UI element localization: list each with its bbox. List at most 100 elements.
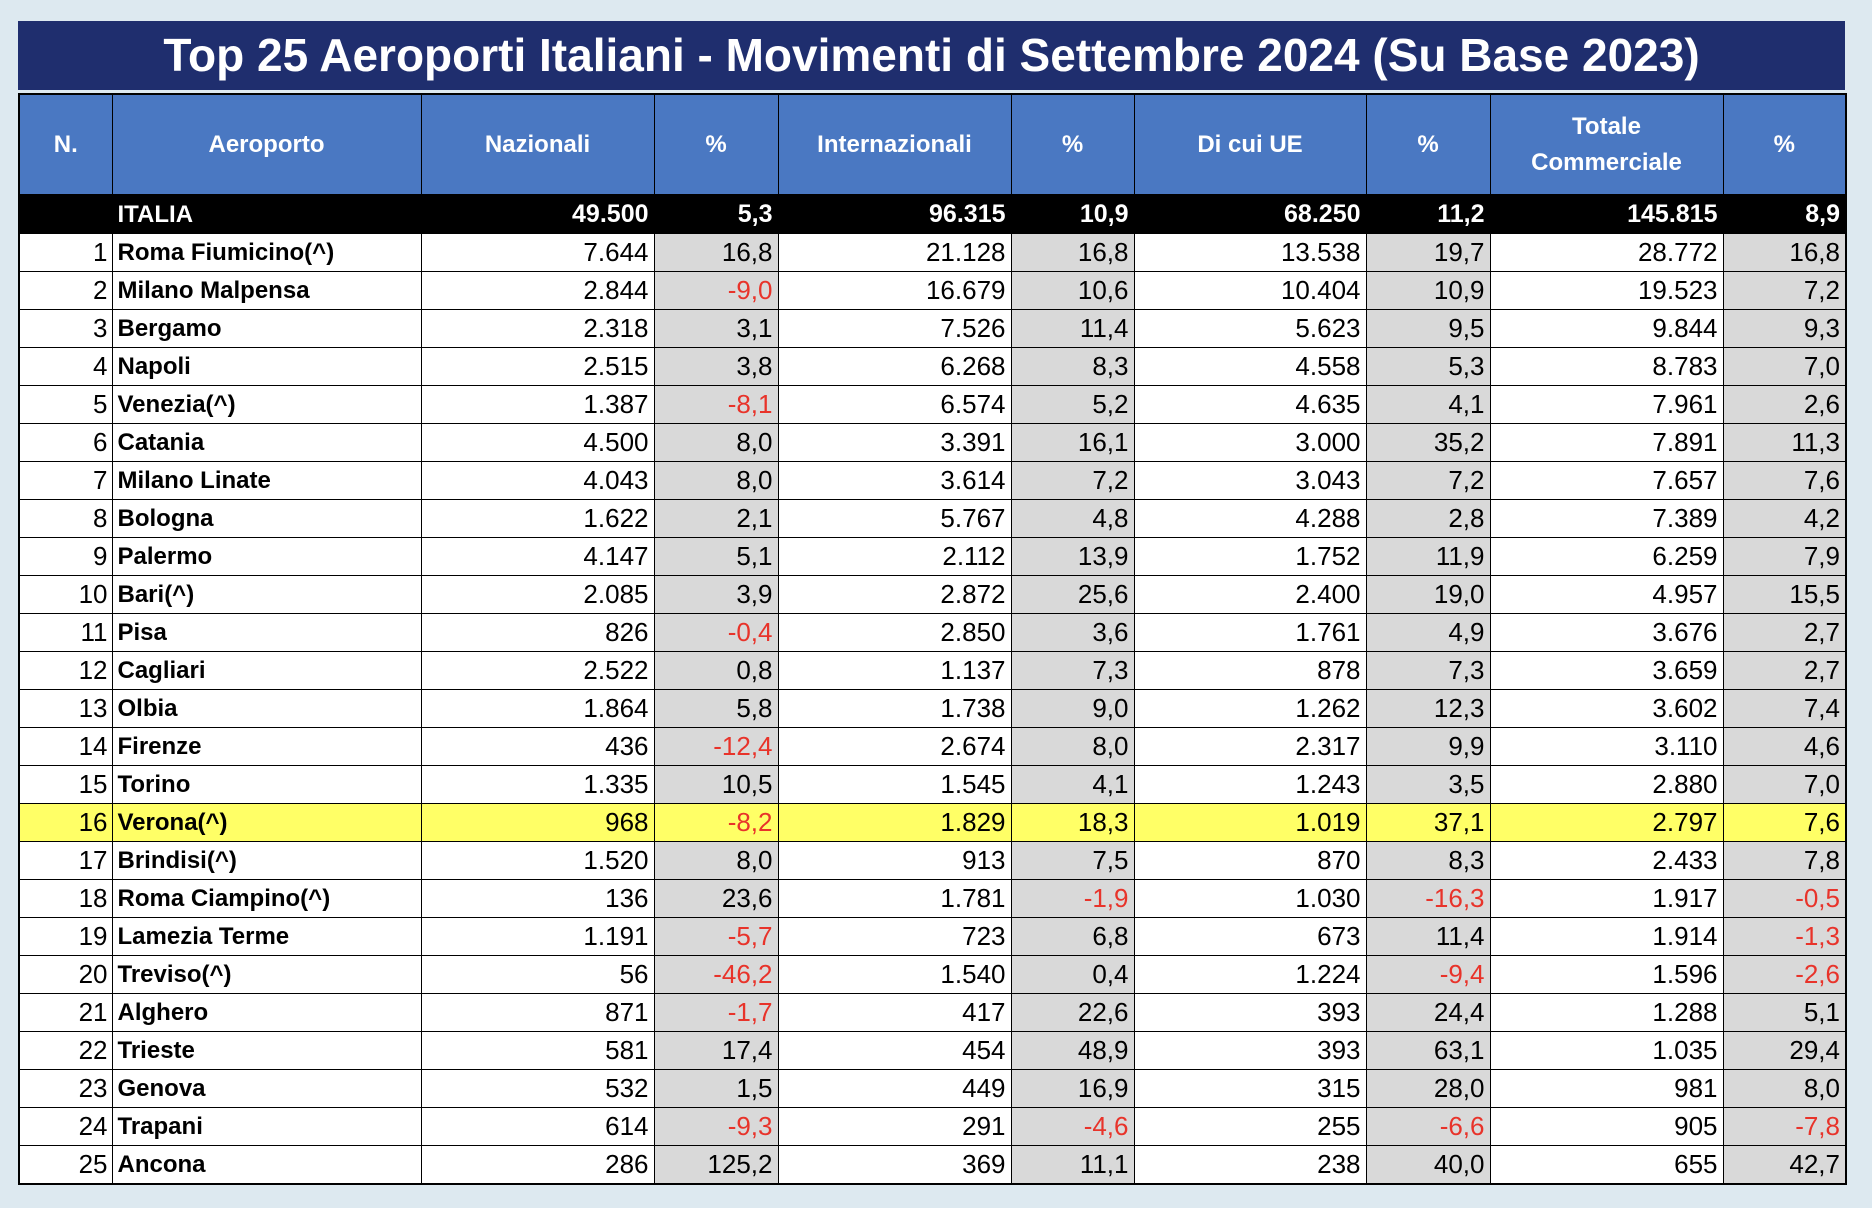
cell-totale: 19.523 (1489, 271, 1724, 310)
column-header-internazionali: Internazionali (777, 93, 1012, 195)
cell-ue-pct: 11,9 (1365, 537, 1491, 576)
cell-ue-pct: 5,3 (1365, 347, 1491, 386)
cell-totale-pct: 2,6 (1722, 385, 1847, 424)
cell-nazionali-pct: -46,2 (653, 955, 779, 994)
cell-airport: Lamezia Terme (111, 917, 422, 956)
cell-internazionali-pct: 7,2 (1010, 461, 1135, 500)
cell-totale-pct: -1,3 (1722, 917, 1847, 956)
header-row: N. Aeroporto Nazionali % Internazionali … (18, 93, 1847, 195)
table-row: 15 Torino 1.335 10,5 1.545 4,1 1.243 3,5 2.880 7,… (18, 765, 1847, 804)
table-row: 19 Lamezia Terme 1.191 -5,7 723 6,8 673 11,4 1.9… (18, 917, 1847, 956)
cell-internazionali: 21.128 (777, 233, 1012, 272)
cell-totale: 3.676 (1489, 613, 1724, 652)
cell-totale-pct: 42,7 (1722, 1145, 1847, 1185)
table-row: 11 Pisa 826 -0,4 2.850 3,6 1.761 4,9 3.676 2,7 (18, 613, 1847, 652)
cell-airport: Roma Fiumicino(^) (111, 233, 422, 272)
cell-airport: Bologna (111, 499, 422, 538)
cell-rank: 20 (18, 955, 113, 994)
cell-internazionali: 417 (777, 993, 1012, 1032)
cell-rank: 25 (18, 1145, 113, 1185)
cell-nazionali-pct: -8,1 (653, 385, 779, 424)
cell-internazionali-pct: 4,1 (1010, 765, 1135, 804)
cell-totale-pct: 4,2 (1722, 499, 1847, 538)
cell-rank: 7 (18, 461, 113, 500)
cell-nazionali: 2.318 (420, 309, 655, 348)
cell-airport: Firenze (111, 727, 422, 766)
cell-rank: 4 (18, 347, 113, 386)
cell-nazionali-pct: 1,5 (653, 1069, 779, 1108)
cell-nazionali: 826 (420, 613, 655, 652)
cell-internazionali: 2.674 (777, 727, 1012, 766)
cell-totale-pct: 9,3 (1722, 309, 1847, 348)
cell-totale: 8.783 (1489, 347, 1724, 386)
highlighted-table-row: 16 Verona(^) 968 -8,2 1.829 18,3 1.019 37,1 2.79… (18, 803, 1847, 842)
cell-nazionali-pct: 2,1 (653, 499, 779, 538)
cell-nazionali-pct: 8,0 (653, 423, 779, 462)
cell-internazionali-pct: 7,5 (1010, 841, 1135, 880)
cell-ue-pct: -9,4 (1365, 955, 1491, 994)
cell-internazionali-pct: 18,3 (1010, 803, 1135, 842)
cell-ue: 1.019 (1133, 803, 1367, 842)
cell-nazionali: 871 (420, 993, 655, 1032)
cell-internazionali-pct: 8,0 (1010, 727, 1135, 766)
cell-airport: Brindisi(^) (111, 841, 422, 880)
cell-ue-pct: 7,2 (1365, 461, 1491, 500)
cell-internazionali: 1.540 (777, 955, 1012, 994)
cell-rank: 11 (18, 613, 113, 652)
table-row: 17 Brindisi(^) 1.520 8,0 913 7,5 870 8,3 2.433 7,… (18, 841, 1847, 880)
cell-totale-pct: 11,3 (1722, 423, 1847, 462)
cell-totale: 2.880 (1489, 765, 1724, 804)
cell-rank: 9 (18, 537, 113, 576)
cell-rank: 12 (18, 651, 113, 690)
cell-internazionali: 2.872 (777, 575, 1012, 614)
cell-ue-pct: 24,4 (1365, 993, 1491, 1032)
column-header-ue-pct: % (1365, 93, 1491, 195)
cell-internazionali: 6.574 (777, 385, 1012, 424)
cell-internazionali-pct: -1,9 (1010, 879, 1135, 918)
column-header-rank: N. (18, 93, 113, 195)
total-label: ITALIA (111, 194, 422, 234)
cell-totale-pct: 8,0 (1722, 1069, 1847, 1108)
cell-internazionali: 913 (777, 841, 1012, 880)
cell-totale-pct: 7,6 (1722, 461, 1847, 500)
cell-rank: 3 (18, 309, 113, 348)
cell-airport: Milano Linate (111, 461, 422, 500)
cell-totale: 7.961 (1489, 385, 1724, 424)
cell-totale-pct: 7,6 (1722, 803, 1847, 842)
cell-internazionali: 723 (777, 917, 1012, 956)
cell-airport: Treviso(^) (111, 955, 422, 994)
cell-ue: 1.243 (1133, 765, 1367, 804)
cell-nazionali: 286 (420, 1145, 655, 1185)
cell-nazionali: 7.644 (420, 233, 655, 272)
table-row: 23 Genova 532 1,5 449 16,9 315 28,0 981 8,0 (18, 1069, 1847, 1108)
cell-totale: 4.957 (1489, 575, 1724, 614)
cell-nazionali-pct: 5,8 (653, 689, 779, 728)
cell-airport: Alghero (111, 993, 422, 1032)
cell-rank: 13 (18, 689, 113, 728)
column-header-ue: Di cui UE (1133, 93, 1367, 195)
cell-ue-pct: 2,8 (1365, 499, 1491, 538)
cell-internazionali-pct: 16,9 (1010, 1069, 1135, 1108)
cell-ue: 2.400 (1133, 575, 1367, 614)
cell-totale: 7.657 (1489, 461, 1724, 500)
cell-totale-pct: 7,9 (1722, 537, 1847, 576)
cell-ue-pct: 28,0 (1365, 1069, 1491, 1108)
cell-airport: Bergamo (111, 309, 422, 348)
table-row: 3 Bergamo 2.318 3,1 7.526 11,4 5.623 9,5 9.844 9,… (18, 309, 1847, 348)
cell-internazionali-pct: 7,3 (1010, 651, 1135, 690)
cell-totale-pct: 4,6 (1722, 727, 1847, 766)
cell-totale: 3.659 (1489, 651, 1724, 690)
cell-airport: Trapani (111, 1107, 422, 1146)
cell-rank: 10 (18, 575, 113, 614)
cell-nazionali-pct: 16,8 (653, 233, 779, 272)
column-header-totale-pct: % (1722, 93, 1847, 195)
total-ue-pct: 11,2 (1365, 194, 1491, 234)
cell-ue-pct: 63,1 (1365, 1031, 1491, 1070)
cell-internazionali: 3.614 (777, 461, 1012, 500)
table-row: 6 Catania 4.500 8,0 3.391 16,1 3.000 35,2 7.891 1… (18, 423, 1847, 462)
cell-internazionali-pct: 48,9 (1010, 1031, 1135, 1070)
cell-ue-pct: 19,0 (1365, 575, 1491, 614)
cell-nazionali: 136 (420, 879, 655, 918)
cell-airport: Olbia (111, 689, 422, 728)
cell-nazionali: 1.387 (420, 385, 655, 424)
